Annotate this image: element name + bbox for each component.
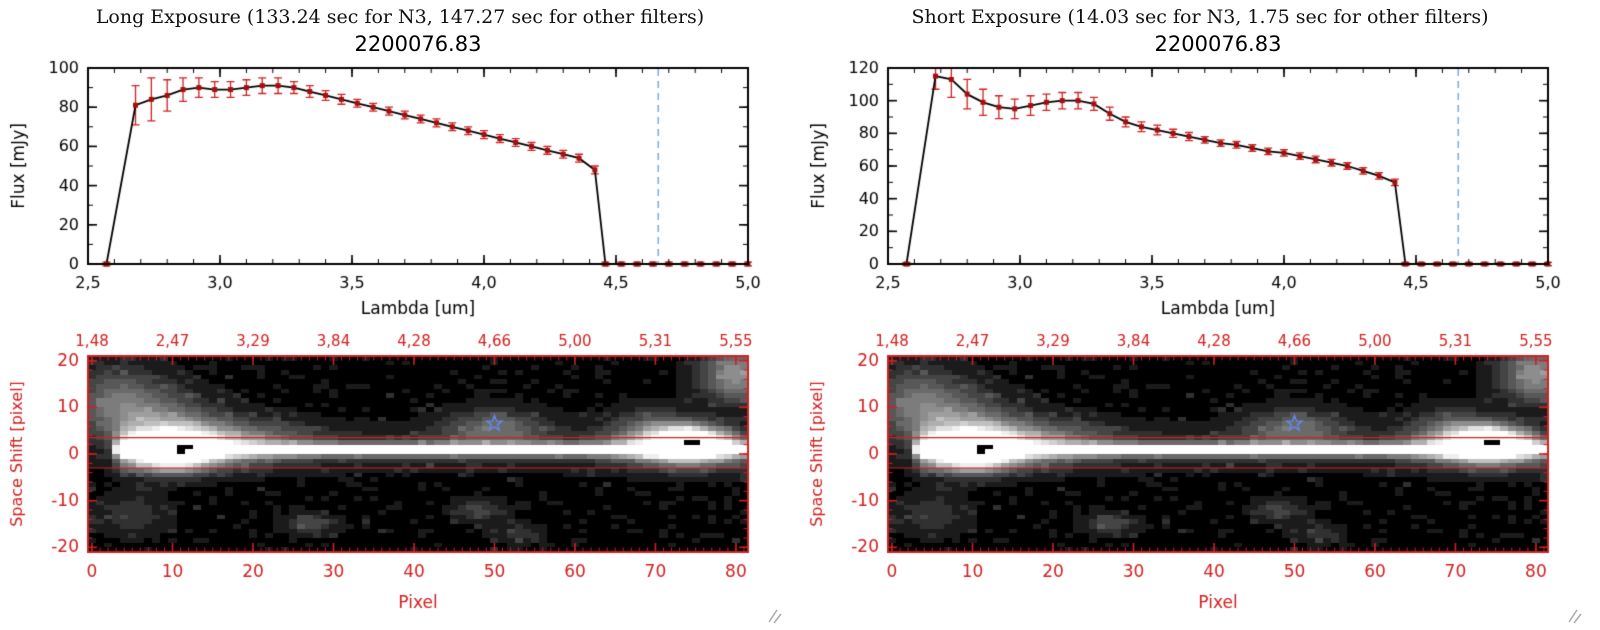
spectral-image-plot-short — [800, 324, 1600, 624]
panel-long-exposure: Long Exposure (133.24 sec for N3, 147.27… — [0, 6, 800, 624]
observation-id-title: 2200076.83 — [354, 32, 482, 56]
spectrum-plot-long — [0, 58, 800, 320]
panel-short-exposure: Short Exposure (14.03 sec for N3, 1.75 s… — [800, 0, 1600, 630]
spectrum-plot-short — [800, 58, 1600, 320]
resize-grip-icon[interactable] — [766, 608, 782, 624]
panel-title-long: Long Exposure (133.24 sec for N3, 147.27… — [95, 6, 705, 28]
resize-grip-icon[interactable] — [1566, 608, 1582, 624]
panel-title-short: Short Exposure (14.03 sec for N3, 1.75 s… — [911, 6, 1489, 28]
observation-id-title: 2200076.83 — [1154, 32, 1282, 56]
spectral-image-plot-long — [0, 324, 800, 624]
